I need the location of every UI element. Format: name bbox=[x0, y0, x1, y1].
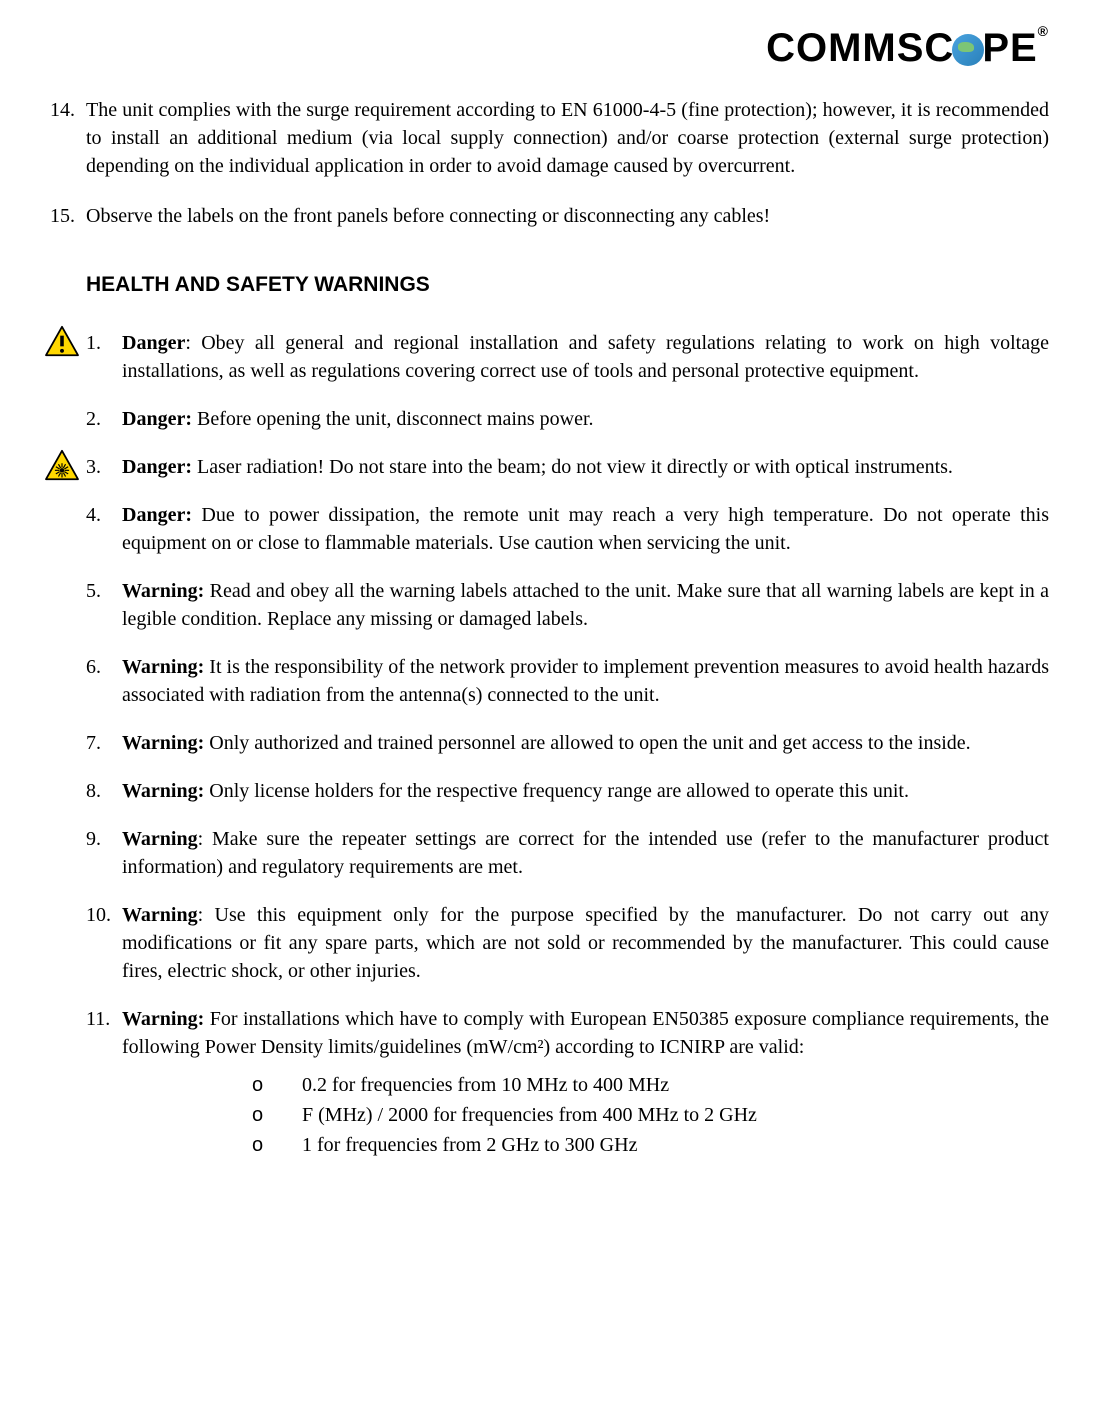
sub-list-item: o 1 for frequencies from 2 GHz to 300 GH… bbox=[252, 1131, 1049, 1159]
sub-marker: o bbox=[252, 1131, 302, 1159]
warning-item: 11. Warning: For installations which hav… bbox=[86, 1005, 1049, 1161]
warning-label: Danger: bbox=[122, 408, 192, 430]
warning-item: 2. Danger: Before opening the unit, disc… bbox=[86, 405, 1049, 433]
warning-item: 8. Warning: Only license holders for the… bbox=[86, 777, 1049, 805]
brand-logo: COMMSC PE® bbox=[766, 20, 1049, 76]
warning-label: Warning bbox=[122, 904, 198, 926]
sub-list-item: o F (MHz) / 2000 for frequencies from 40… bbox=[252, 1101, 1049, 1129]
warning-item: 4. Danger: Due to power dissipation, the… bbox=[86, 501, 1049, 557]
warning-item: 1. Danger: Obey all general and regional… bbox=[86, 329, 1049, 385]
warning-content: Danger: Due to power dissipation, the re… bbox=[122, 501, 1049, 557]
warning-label: Warning: bbox=[122, 780, 204, 802]
warning-item: 9. Warning: Make sure the repeater setti… bbox=[86, 825, 1049, 881]
warning-text: Only license holders for the respective … bbox=[209, 780, 909, 802]
warning-content: Warning: Only authorized and trained per… bbox=[122, 729, 1049, 757]
warning-content: Warning: Read and obey all the warning l… bbox=[122, 577, 1049, 633]
logo-text-2: PE bbox=[982, 26, 1037, 70]
warning-content: Warning: Make sure the repeater settings… bbox=[122, 825, 1049, 881]
top-item: 14. The unit complies with the surge req… bbox=[50, 96, 1049, 180]
warning-label: Danger: bbox=[122, 504, 192, 526]
warning-item: 7. Warning: Only authorized and trained … bbox=[86, 729, 1049, 757]
sub-text: 1 for frequencies from 2 GHz to 300 GHz bbox=[302, 1131, 637, 1159]
warning-label: Warning: bbox=[122, 580, 204, 602]
sub-list-item: o 0.2 for frequencies from 10 MHz to 400… bbox=[252, 1071, 1049, 1099]
warning-label: Warning: bbox=[122, 732, 204, 754]
caution-exclamation-icon bbox=[44, 325, 80, 357]
warning-text: Before opening the unit, disconnect main… bbox=[197, 408, 594, 430]
warning-text: It is the responsibility of the network … bbox=[122, 656, 1049, 706]
registered-mark: ® bbox=[1038, 23, 1049, 39]
section-heading: HEALTH AND SAFETY WARNINGS bbox=[86, 270, 1049, 299]
top-list: 14. The unit complies with the surge req… bbox=[50, 96, 1049, 230]
sub-text: 0.2 for frequencies from 10 MHz to 400 M… bbox=[302, 1071, 669, 1099]
warning-text: For installations which have to comply w… bbox=[122, 1008, 1049, 1058]
item-text: Observe the labels on the front panels b… bbox=[86, 202, 1049, 230]
warning-item: 10. Warning: Use this equipment only for… bbox=[86, 901, 1049, 985]
warning-number: 7. bbox=[86, 729, 122, 757]
item-number: 14. bbox=[50, 96, 86, 180]
warning-number: 2. bbox=[86, 405, 122, 433]
warning-number: 6. bbox=[86, 653, 122, 709]
warning-item: 3. Danger: Laser radiation! Do not stare… bbox=[86, 453, 1049, 481]
logo-text-1: COMMSC bbox=[766, 26, 954, 70]
warning-content: Warning: Use this equipment only for the… bbox=[122, 901, 1049, 985]
warning-text: Due to power dissipation, the remote uni… bbox=[122, 504, 1049, 554]
warning-text: Read and obey all the warning labels att… bbox=[122, 580, 1049, 630]
warning-content: Warning: It is the responsibility of the… bbox=[122, 653, 1049, 709]
warning-content: Warning: Only license holders for the re… bbox=[122, 777, 1049, 805]
warning-text: Laser radiation! Do not stare into the b… bbox=[197, 456, 953, 478]
logo-container: COMMSC PE® bbox=[50, 20, 1049, 76]
warning-label: Warning bbox=[122, 828, 198, 850]
warning-label: Warning: bbox=[122, 656, 204, 678]
item-text: The unit complies with the surge require… bbox=[86, 96, 1049, 180]
warning-label: Warning: bbox=[122, 1008, 204, 1030]
warning-number: 9. bbox=[86, 825, 122, 881]
top-item: 15. Observe the labels on the front pane… bbox=[50, 202, 1049, 230]
warning-item: 6. Warning: It is the responsibility of … bbox=[86, 653, 1049, 709]
sub-marker: o bbox=[252, 1071, 302, 1099]
warning-number: 10. bbox=[86, 901, 122, 985]
item-number: 15. bbox=[50, 202, 86, 230]
warning-label: Danger: bbox=[122, 456, 192, 478]
warning-number: 1. bbox=[86, 329, 122, 385]
warning-label: Danger bbox=[122, 332, 185, 354]
sub-text: F (MHz) / 2000 for frequencies from 400 … bbox=[302, 1101, 757, 1129]
warning-text: Only authorized and trained personnel ar… bbox=[209, 732, 970, 754]
warning-text: Use this equipment only for the purpose … bbox=[122, 904, 1049, 982]
warning-text: Obey all general and regional installati… bbox=[122, 332, 1049, 382]
warning-content: Warning: For installations which have to… bbox=[122, 1005, 1049, 1161]
warning-item: 5. Warning: Read and obey all the warnin… bbox=[86, 577, 1049, 633]
warning-number: 11. bbox=[86, 1005, 122, 1161]
sub-marker: o bbox=[252, 1101, 302, 1129]
warning-content: Danger: Laser radiation! Do not stare in… bbox=[122, 453, 1049, 481]
warning-number: 4. bbox=[86, 501, 122, 557]
warning-number: 3. bbox=[86, 453, 122, 481]
warning-content: Danger: Before opening the unit, disconn… bbox=[122, 405, 1049, 433]
caution-laser-icon bbox=[44, 449, 80, 481]
warning-content: Danger: Obey all general and regional in… bbox=[122, 329, 1049, 385]
sub-list: o 0.2 for frequencies from 10 MHz to 400… bbox=[252, 1071, 1049, 1159]
globe-icon bbox=[952, 34, 984, 66]
warnings-list: 1. Danger: Obey all general and regional… bbox=[86, 329, 1049, 1161]
warning-text: Make sure the repeater settings are corr… bbox=[122, 828, 1049, 878]
warning-number: 5. bbox=[86, 577, 122, 633]
warning-number: 8. bbox=[86, 777, 122, 805]
